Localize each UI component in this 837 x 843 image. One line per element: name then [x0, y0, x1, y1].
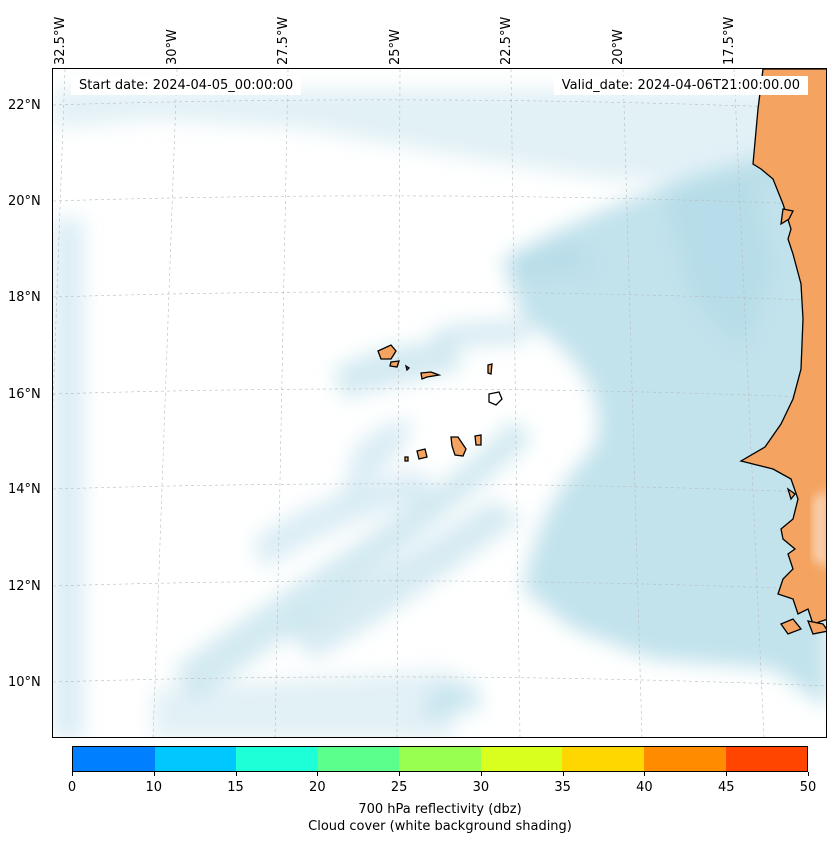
- parallel-line: [53, 676, 826, 687]
- land-areas: [377, 69, 826, 635]
- colorbar-tick-label: 45: [717, 780, 735, 795]
- parallel-line: [53, 99, 826, 110]
- bissau-islands: [806, 620, 826, 635]
- colorbar-tick-label: 0: [67, 780, 77, 795]
- island-fogo: [416, 448, 428, 460]
- graticule-lines: [53, 69, 826, 737]
- colorbar-tick-label: 30: [472, 780, 490, 795]
- colorbar-sublabel: Cloud cover (white background shading): [308, 819, 572, 834]
- parallel-line: [53, 483, 826, 494]
- latitude-label: 20°N: [8, 194, 41, 209]
- island-santo-antao: [377, 344, 397, 360]
- map-canvas: [53, 69, 826, 737]
- colorbar-segment: [725, 747, 808, 771]
- colorbar-segment: [73, 747, 155, 771]
- parallel-line: [53, 291, 826, 302]
- longitude-label: 25°W: [388, 29, 403, 65]
- cloud-cover-shading: [53, 89, 826, 737]
- meridian-line: [274, 69, 289, 737]
- meridian-line: [396, 69, 401, 737]
- colorbar-tickmark: [562, 772, 564, 776]
- canary-island: [780, 618, 803, 635]
- colorbar-label: 700 hPa reflectivity (dbz): [358, 802, 522, 817]
- island-santiago: [450, 436, 467, 457]
- colorbar-segment: [236, 747, 318, 771]
- colorbar-tickmark: [72, 772, 73, 776]
- colorbar-tick-label: 25: [390, 780, 408, 795]
- latitude-label: 22°N: [8, 98, 41, 113]
- island-brava: [404, 456, 409, 462]
- colorbar-tickmark: [644, 772, 646, 776]
- longitude-label: 17.5°W: [722, 16, 737, 65]
- colorbar-tickmark: [726, 772, 728, 776]
- colorbar-tickmark: [808, 772, 809, 776]
- island-sal: [487, 363, 493, 375]
- colorbar-tickmark: [480, 772, 482, 776]
- colorbar-segment: [399, 747, 481, 771]
- parallel-line: [53, 388, 826, 399]
- longitude-label: 27.5°W: [276, 16, 291, 65]
- colorbar-segment: [562, 747, 644, 771]
- latitude-label: 14°N: [8, 482, 41, 497]
- island-sao-vicente: [389, 360, 400, 368]
- map-panel: [52, 68, 827, 738]
- meridian-line: [622, 69, 643, 737]
- colorbar-tick-label: 10: [145, 780, 163, 795]
- valid-date-label: Valid_date: 2024-04-06T21:00:00.00: [553, 76, 808, 95]
- latitude-label: 10°N: [8, 675, 41, 690]
- latitude-label: 18°N: [8, 290, 41, 305]
- colorbar-tick-label: 50: [799, 780, 817, 795]
- colorbar-tickmark: [235, 772, 237, 776]
- colorbar-tick-label: 15: [227, 780, 244, 795]
- parallel-line: [53, 580, 826, 591]
- colorbar: [72, 746, 808, 772]
- meridian-line: [510, 69, 521, 737]
- colorbar-tick-label: 20: [309, 780, 326, 795]
- longitude-label: 22.5°W: [499, 16, 514, 65]
- latitude-label: 16°N: [8, 387, 41, 402]
- meridian-line: [733, 69, 765, 737]
- colorbar-tick-label: 35: [554, 780, 571, 795]
- colorbar-tickmark: [399, 772, 401, 776]
- longitude-label: 30°W: [165, 29, 180, 65]
- latitude-label: 12°N: [8, 579, 41, 594]
- colorbar-segment: [317, 747, 400, 771]
- parallel-line: [53, 195, 826, 206]
- colorbar-segment: [154, 747, 237, 771]
- start-date-label: Start date: 2024-04-05_00:00:00: [71, 76, 302, 95]
- colorbar-tickmark: [317, 772, 319, 776]
- dakar-peninsula: [780, 208, 794, 226]
- colorbar-segment: [480, 747, 563, 771]
- colorbar-tickmark: [153, 772, 155, 776]
- longitude-label: 20°W: [611, 29, 626, 65]
- meridian-line: [152, 69, 178, 737]
- colorbar-tick-label: 40: [636, 780, 653, 795]
- island-boa-vista: [488, 391, 503, 406]
- colorbar-segment: [643, 747, 726, 771]
- longitude-label: 32.5°W: [53, 16, 68, 65]
- island-santa-luzia: [404, 364, 411, 372]
- island-sao-nicolau: [420, 371, 442, 380]
- ocean-inlets: [813, 490, 826, 568]
- africa-coast: [739, 69, 826, 625]
- coast-inlet: [786, 487, 796, 501]
- island-maio: [474, 434, 482, 446]
